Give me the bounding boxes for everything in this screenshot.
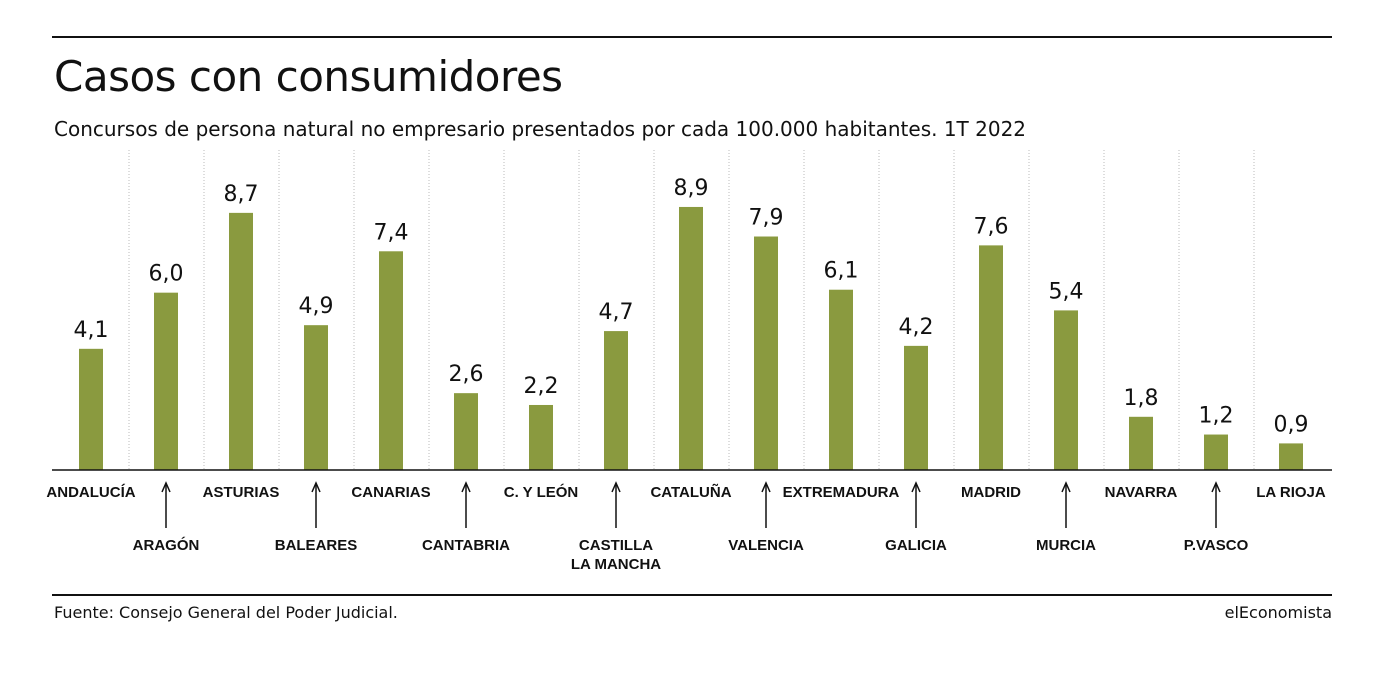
arrow-head	[1211, 481, 1221, 493]
bar	[529, 404, 553, 470]
bar	[379, 251, 403, 470]
data-label: 2,2	[524, 374, 559, 399]
category-label: EXTREMADURA	[783, 484, 900, 501]
arrow-head	[311, 481, 321, 493]
data-label: 7,6	[974, 214, 1009, 239]
bar	[1279, 443, 1303, 470]
category-label: CANTABRIA	[422, 537, 510, 554]
category-label: LA MANCHA	[571, 556, 661, 573]
category-label: VALENCIA	[728, 537, 804, 554]
category-label: MADRID	[961, 484, 1021, 501]
data-label: 7,9	[749, 206, 784, 231]
data-label: 4,7	[599, 300, 634, 325]
arrow-head	[761, 481, 771, 493]
arrow-head	[611, 481, 621, 493]
data-label: 7,4	[374, 220, 409, 245]
data-label: 5,4	[1049, 279, 1084, 304]
category-label: MURCIA	[1036, 537, 1096, 554]
chart-title: Casos con consumidores	[54, 52, 563, 101]
top-rule	[52, 36, 1332, 38]
bar	[454, 393, 478, 470]
bar	[1204, 434, 1228, 470]
data-label: 1,2	[1199, 404, 1234, 429]
data-label: 8,7	[224, 182, 259, 207]
data-label: 4,2	[899, 315, 934, 340]
category-label: ASTURIAS	[203, 484, 280, 501]
category-label: BALEARES	[275, 537, 358, 554]
source-note: Fuente: Consejo General del Poder Judici…	[54, 603, 398, 622]
category-label: NAVARRA	[1105, 484, 1178, 501]
bar	[1129, 416, 1153, 470]
category-label: C. Y LEÓN	[504, 483, 578, 501]
bar	[79, 348, 103, 470]
data-label: 1,8	[1124, 386, 1159, 411]
bar	[1054, 310, 1078, 470]
bar	[229, 212, 253, 470]
bar	[679, 206, 703, 470]
category-label: CANARIAS	[351, 484, 430, 501]
category-label: ANDALUCÍA	[46, 484, 135, 501]
bar	[154, 292, 178, 470]
data-label: 4,9	[299, 294, 334, 319]
data-label: 2,6	[449, 362, 484, 387]
arrow-head	[161, 481, 171, 493]
category-label: GALICIA	[885, 537, 947, 554]
category-label: P.VASCO	[1184, 537, 1249, 554]
bar	[754, 236, 778, 470]
data-label: 6,1	[824, 259, 859, 284]
brand-label: elEconomista	[1224, 603, 1332, 622]
category-label: ARAGÓN	[133, 536, 200, 554]
bar	[904, 345, 928, 470]
bar	[304, 325, 328, 470]
category-label: CASTILLA	[579, 537, 653, 554]
arrow-head	[461, 481, 471, 493]
data-label: 0,9	[1274, 412, 1309, 437]
bar	[979, 245, 1003, 470]
data-label: 8,9	[674, 176, 709, 201]
category-label: LA RIOJA	[1256, 484, 1326, 501]
bottom-rule	[52, 594, 1332, 596]
data-label: 4,1	[74, 318, 109, 343]
arrow-head	[1061, 481, 1071, 493]
bar	[604, 331, 628, 470]
category-label: CATALUÑA	[650, 483, 731, 501]
data-label: 6,0	[149, 262, 184, 287]
chart-subtitle: Concursos de persona natural no empresar…	[54, 117, 1027, 141]
bar	[829, 289, 853, 470]
arrow-head	[911, 481, 921, 493]
